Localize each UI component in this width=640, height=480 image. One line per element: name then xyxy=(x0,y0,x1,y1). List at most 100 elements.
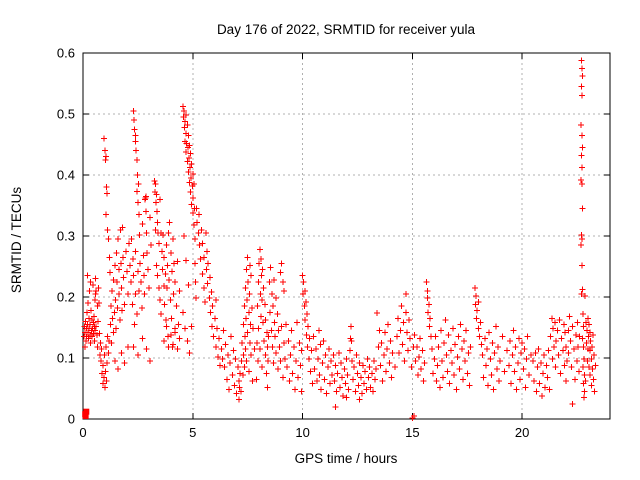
data-point xyxy=(448,359,455,366)
data-point xyxy=(236,384,243,391)
data-point xyxy=(373,365,380,372)
data-point xyxy=(445,331,452,338)
data-point xyxy=(159,248,166,255)
data-point xyxy=(572,331,579,338)
data-point xyxy=(436,384,443,391)
grid-lines xyxy=(83,53,610,419)
data-point xyxy=(365,374,372,381)
data-point xyxy=(185,168,192,175)
data-point xyxy=(394,333,401,340)
data-point xyxy=(583,339,590,346)
data-point xyxy=(223,376,230,383)
data-point xyxy=(101,147,108,154)
data-point xyxy=(565,350,572,357)
data-point xyxy=(280,287,287,294)
data-point xyxy=(532,350,539,357)
data-point xyxy=(339,374,346,381)
data-point xyxy=(580,364,587,371)
data-point xyxy=(589,365,596,372)
data-point xyxy=(464,370,471,377)
data-point xyxy=(142,193,149,200)
data-point xyxy=(589,331,596,338)
data-point xyxy=(385,321,392,328)
data-point xyxy=(474,307,481,314)
data-point xyxy=(376,327,383,334)
data-point xyxy=(139,335,146,342)
data-point xyxy=(249,304,256,311)
data-point xyxy=(274,365,281,372)
data-point xyxy=(187,164,194,171)
data-point xyxy=(367,384,374,391)
data-point xyxy=(242,315,249,322)
data-point xyxy=(253,339,260,346)
data-point xyxy=(586,364,593,371)
data-point xyxy=(110,276,117,283)
data-point xyxy=(372,376,379,383)
data-point xyxy=(519,339,526,346)
data-point xyxy=(181,233,188,239)
data-point xyxy=(250,325,257,332)
data-point xyxy=(544,374,551,381)
data-point xyxy=(546,386,553,393)
data-point xyxy=(200,254,207,261)
data-point xyxy=(90,313,97,320)
data-point xyxy=(190,222,197,229)
data-point xyxy=(522,384,529,391)
data-point xyxy=(94,318,101,325)
data-point xyxy=(195,211,202,218)
data-point xyxy=(130,272,137,279)
data-point xyxy=(398,303,405,310)
data-point xyxy=(138,304,145,311)
data-point xyxy=(209,303,216,310)
data-point xyxy=(443,351,450,358)
y-tick-label: 0.6 xyxy=(57,46,75,61)
data-point xyxy=(133,147,140,154)
data-point xyxy=(290,344,297,351)
data-point xyxy=(576,333,583,340)
data-point xyxy=(421,359,428,366)
data-point xyxy=(549,356,556,363)
data-point xyxy=(197,256,204,263)
data-point xyxy=(284,364,291,371)
data-point xyxy=(566,313,573,320)
y-tick-label: 0.1 xyxy=(57,351,75,366)
data-point xyxy=(578,121,585,128)
data-point xyxy=(96,330,103,337)
data-point xyxy=(103,344,110,351)
data-point xyxy=(424,287,431,294)
data-point xyxy=(530,358,537,365)
data-point xyxy=(406,317,413,324)
data-point xyxy=(287,351,294,358)
data-point xyxy=(580,323,587,330)
data-point xyxy=(278,323,285,330)
data-point xyxy=(91,337,98,344)
data-point xyxy=(561,329,568,336)
data-point xyxy=(327,380,334,387)
data-point xyxy=(578,83,585,90)
data-point xyxy=(267,264,274,271)
data-point xyxy=(492,323,499,330)
data-point xyxy=(241,303,248,310)
data-point xyxy=(230,347,237,354)
data-point xyxy=(280,339,287,346)
data-point xyxy=(479,351,486,358)
data-point xyxy=(104,190,111,197)
data-point xyxy=(415,353,422,360)
data-point xyxy=(414,372,421,379)
data-point xyxy=(503,347,510,354)
data-point xyxy=(578,262,585,269)
data-point xyxy=(548,315,555,322)
data-point xyxy=(173,303,180,310)
data-point xyxy=(578,290,585,297)
data-point xyxy=(212,344,219,351)
data-point xyxy=(559,347,566,354)
data-point xyxy=(336,384,343,391)
data-point xyxy=(95,284,102,291)
data-point xyxy=(269,344,276,351)
data-point xyxy=(475,298,482,305)
data-point xyxy=(93,323,100,330)
data-point xyxy=(346,347,353,354)
data-point xyxy=(471,284,478,291)
data-point xyxy=(268,327,275,334)
data-point xyxy=(118,284,125,291)
